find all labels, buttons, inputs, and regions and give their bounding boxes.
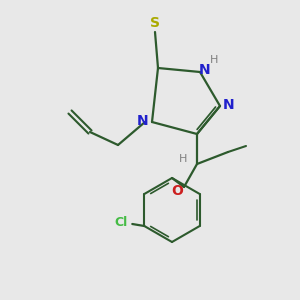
Text: N: N <box>199 63 211 77</box>
Text: N: N <box>137 114 149 128</box>
Text: S: S <box>150 16 160 30</box>
Text: N: N <box>223 98 235 112</box>
Text: H: H <box>179 154 187 164</box>
Text: H: H <box>210 55 218 65</box>
Text: O: O <box>171 184 183 198</box>
Text: Cl: Cl <box>115 217 128 230</box>
